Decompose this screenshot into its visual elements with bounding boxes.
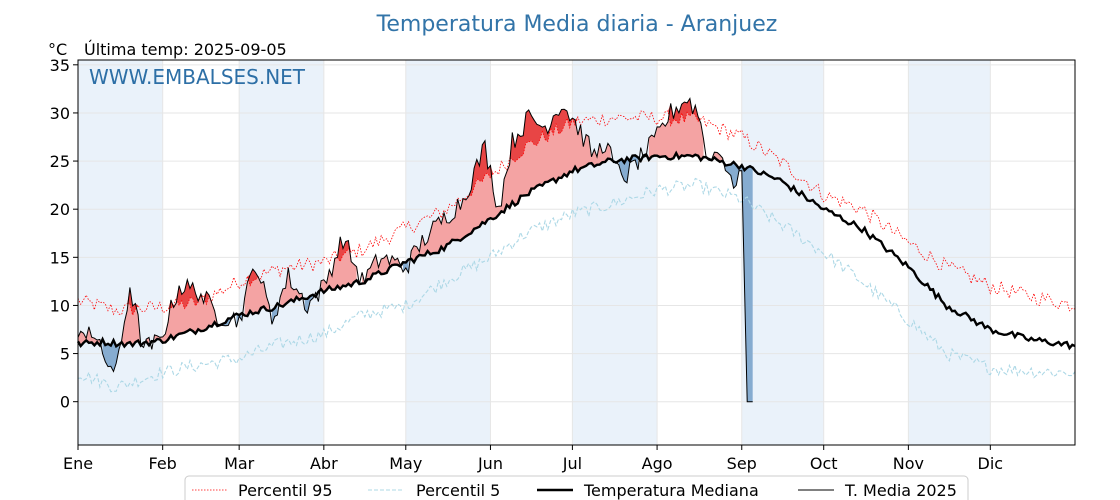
above-median-fill [321, 236, 357, 293]
above-median-fill [121, 287, 141, 347]
legend-label-current: T. Media 2025 [844, 481, 957, 500]
x-tick-label: Feb [149, 454, 177, 473]
above-p95-fill [362, 226, 401, 256]
watermark-text: WWW.EMBALSES.NET [89, 65, 306, 89]
legend: Percentil 95 Percentil 5 Temperatura Media… [184, 475, 969, 500]
x-tick-label: Nov [893, 454, 924, 473]
last-temp-label: Última temp: 2025-09-05 [84, 40, 287, 59]
above-median-fill [411, 109, 611, 263]
y-tick-label: 20 [50, 200, 70, 219]
x-tick-label: Jul [562, 454, 582, 473]
x-tick-label: Dic [978, 454, 1004, 473]
x-tick-label: Abr [310, 454, 338, 473]
chart-title: Temperatura Media diaria - Aranjuez [376, 12, 778, 37]
above-median-fill [362, 254, 401, 284]
month-shade-band [78, 60, 163, 445]
x-tick-label: May [389, 454, 422, 473]
y-tick-label: 5 [60, 345, 70, 364]
legend-label-p95: Percentil 95 [238, 481, 333, 500]
month-shade-band [239, 60, 324, 445]
series-line-media-2025 [77, 97, 753, 403]
series-line-mediana [76, 150, 1076, 351]
x-axis-ticks: Ene Feb Mar Abr May Jun Jul Ago Sep Oct Nov Dic [63, 445, 1003, 473]
x-tick-label: Mar [224, 454, 255, 473]
y-tick-label: 30 [50, 104, 70, 123]
above-p95-fill [244, 269, 270, 286]
above-median-fill [78, 326, 100, 346]
x-tick-label: Oct [810, 454, 838, 473]
month-shade-band [741, 60, 824, 445]
y-axis-ticks: 0 5 10 15 20 25 30 35 [50, 56, 78, 412]
y-tick-label: 15 [50, 248, 70, 267]
x-tick-label: Ago [642, 454, 673, 473]
above-median-fill [154, 279, 221, 343]
above-p95-fill [648, 98, 704, 126]
y-tick-label: 0 [60, 393, 70, 412]
y-tick-label: 25 [50, 152, 70, 171]
x-tick-label: Jun [477, 454, 503, 473]
month-shading [78, 60, 991, 445]
month-shade-band [908, 60, 991, 445]
month-shade-band [572, 60, 658, 445]
below-median-fill [236, 313, 242, 328]
series-line-percentil-95 [77, 110, 1076, 317]
below-median-fill [725, 161, 753, 402]
series-lines [76, 97, 1076, 403]
x-tick-label: Ene [63, 454, 93, 473]
legend-box [184, 475, 969, 500]
legend-label-median: Temperatura Mediana [583, 481, 759, 500]
y-tick-label: 35 [50, 56, 70, 75]
x-tick-label: Sep [727, 454, 757, 473]
series-line-percentil-5 [77, 177, 1076, 393]
y-tick-label: 10 [50, 296, 70, 315]
y-axis-unit: °C [48, 40, 67, 59]
legend-label-p5: Percentil 5 [416, 481, 500, 500]
plot-frame [77, 59, 1076, 446]
